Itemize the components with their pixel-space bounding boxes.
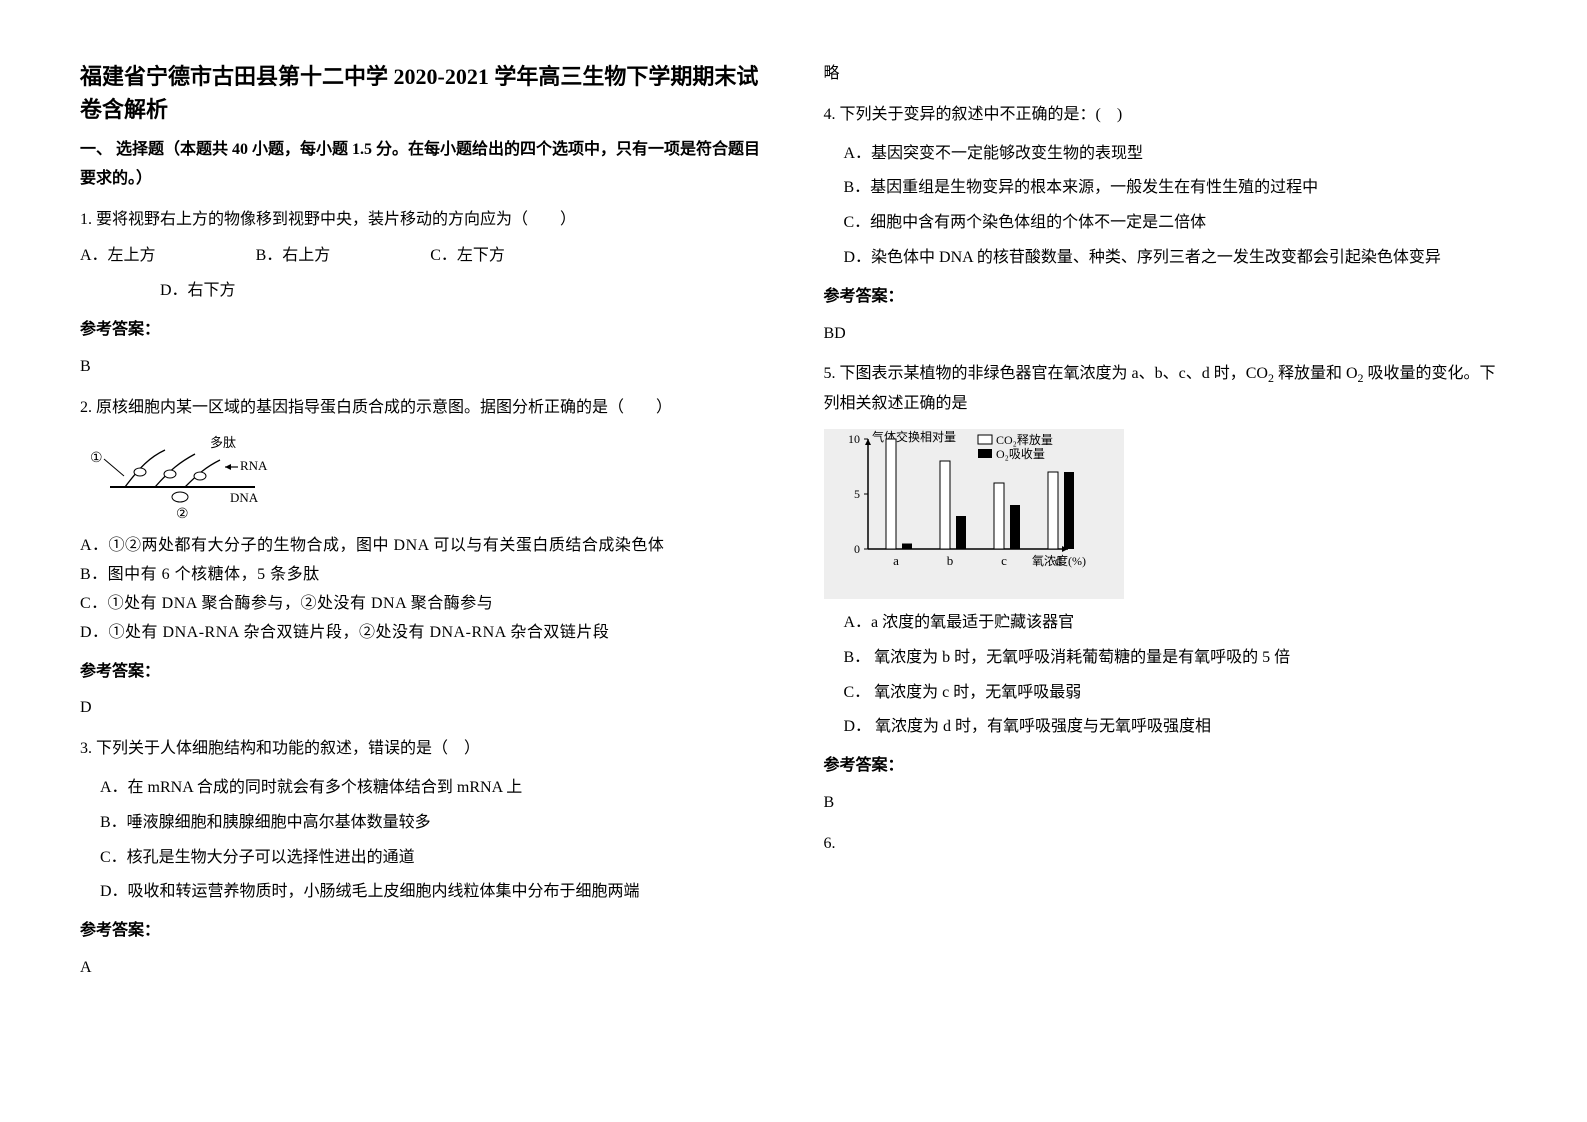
q2-fig-num2: ② xyxy=(176,507,189,522)
q4-opt-c: C．细胞中含有两个染色体组的个体不一定是二倍体 xyxy=(844,209,1508,238)
q2-fig-curve1 xyxy=(125,450,165,487)
q4-opt-b: B．基因重组是生物变异的根本来源，一般发生在有性生殖的过程中 xyxy=(844,174,1508,203)
q2-fig-curve2 xyxy=(155,454,195,487)
q1-answer: B xyxy=(80,353,764,382)
q5-answer-label: 参考答案： xyxy=(824,752,1508,781)
page-root: 福建省宁德市古田县第十二中学 2020-2021 学年高三生物下学期期末试卷含解… xyxy=(80,60,1507,991)
q4-stem: 4. 下列关于变异的叙述中不正确的是：( ) xyxy=(824,101,1508,130)
q5-options: A．a 浓度的氧最适于贮藏该器官 B． 氧浓度为 b 时，无氧呼吸消耗葡萄糖的量… xyxy=(844,609,1508,742)
q3-options: A．在 mRNA 合成的同时就会有多个核糖体结合到 mRNA 上 B．唾液腺细胞… xyxy=(100,774,764,907)
q2-opt-d: D．①处有 DNA-RNA 杂合双链片段，②处没有 DNA-RNA 杂合双链片段 xyxy=(80,619,764,648)
q2-opt-c: C．①处有 DNA 聚合酶参与，②处没有 DNA 聚合酶参与 xyxy=(80,590,764,619)
q1-opt-d: D．右下方 xyxy=(160,277,236,306)
q5-stem-b: 释放量和 O xyxy=(1274,365,1358,382)
q3-answer: A xyxy=(80,954,764,983)
q5-stem: 5. 下图表示某植物的非绿色器官在氧浓度为 a、b、c、d 时，CO2 释放量和… xyxy=(824,360,1508,419)
q3-opt-d: D．吸收和转运营养物质时，小肠绒毛上皮细胞内线粒体集中分布于细胞两端 xyxy=(100,878,764,907)
svg-text:5: 5 xyxy=(854,487,860,501)
right-column: 略 4. 下列关于变异的叙述中不正确的是：( ) A．基因突变不一定能够改变生物… xyxy=(824,60,1508,991)
q5-stem-a: 5. 下图表示某植物的非绿色器官在氧浓度为 a、b、c、d 时，CO xyxy=(824,365,1268,382)
svg-text:CO₂释放量: CO₂释放量 xyxy=(996,432,1053,447)
q2-fig-leader1 xyxy=(104,459,124,476)
q4-answer-label: 参考答案： xyxy=(824,283,1508,312)
q4-opt-d: D．染色体中 DNA 的核苷酸数量、种类、序列三者之一发生改变都会引起染色体变异 xyxy=(844,244,1508,273)
q3-opt-c: C．核孔是生物大分子可以选择性进出的通道 xyxy=(100,844,764,873)
q5-opt-d: D． 氧浓度为 d 时，有氧呼吸强度与无氧呼吸强度相 xyxy=(844,713,1508,742)
document-title: 福建省宁德市古田县第十二中学 2020-2021 学年高三生物下学期期末试卷含解… xyxy=(80,60,764,126)
q1-opt-c: C．左下方 xyxy=(430,242,505,271)
q5-opt-b: B． 氧浓度为 b 时，无氧呼吸消耗葡萄糖的量是有氧呼吸的 5 倍 xyxy=(844,644,1508,673)
q5-opt-a: A．a 浓度的氧最适于贮藏该器官 xyxy=(844,609,1508,638)
q5-answer: B xyxy=(824,789,1508,818)
q3-stem: 3. 下列关于人体细胞结构和功能的叙述，错误的是（ ） xyxy=(80,735,764,764)
q2-stem: 2. 原核细胞内某一区域的基因指导蛋白质合成的示意图。据图分析正确的是（ ） xyxy=(80,394,764,423)
svg-text:0: 0 xyxy=(854,542,860,556)
svg-text:气体交换相对量: 气体交换相对量 xyxy=(872,429,956,444)
q4-answer: BD xyxy=(824,320,1508,349)
q2-figure: ① 多肽 RNA DNA ② xyxy=(80,432,764,522)
left-column: 福建省宁德市古田县第十二中学 2020-2021 学年高三生物下学期期末试卷含解… xyxy=(80,60,764,991)
q2-answer-label: 参考答案： xyxy=(80,658,764,687)
q2-fig-bubble xyxy=(172,492,188,502)
q3-answer-label: 参考答案： xyxy=(80,917,764,946)
q2-fig-ribosome xyxy=(194,472,206,480)
q4-options: A．基因突变不一定能够改变生物的表现型 B．基因重组是生物变异的根本来源，一般发… xyxy=(844,140,1508,273)
q5-chart: 0510气体交换相对量CO₂释放量O₂吸收量abcd氧浓度(%) xyxy=(824,429,1508,599)
svg-text:b: b xyxy=(946,553,953,568)
q1-stem: 1. 要将视野右上方的物像移到视野中央，装片移动的方向应为（ ） xyxy=(80,206,764,235)
q6-stem: 6. xyxy=(824,830,1508,859)
q5-opt-c: C． 氧浓度为 c 时，无氧呼吸最弱 xyxy=(844,679,1508,708)
svg-text:c: c xyxy=(1001,553,1007,568)
q1-options-row2: D．右下方 xyxy=(80,277,764,306)
section-1-header: 一、 选择题（本题共 40 小题，每小题 1.5 分。在每小题给出的四个选项中，… xyxy=(80,136,764,194)
q1-options-row1: A．左上方 B．右上方 C．左下方 xyxy=(80,242,764,271)
q4-opt-a: A．基因突变不一定能够改变生物的表现型 xyxy=(844,140,1508,169)
q3-opt-b: B．唾液腺细胞和胰腺细胞中高尔基体数量较多 xyxy=(100,809,764,838)
svg-text:氧浓度(%): 氧浓度(%) xyxy=(1032,553,1086,568)
q1-answer-label: 参考答案： xyxy=(80,316,764,345)
q2-fig-ribosome xyxy=(164,470,176,478)
q5-chart-svg: 0510气体交换相对量CO₂释放量O₂吸收量abcd氧浓度(%) xyxy=(824,429,1124,599)
q2-fig-peptide: 多肽 xyxy=(210,435,236,450)
svg-text:O₂吸收量: O₂吸收量 xyxy=(996,447,1045,461)
svg-text:a: a xyxy=(893,553,899,568)
q2-diagram-svg: ① 多肽 RNA DNA ② xyxy=(80,432,280,522)
q2-fig-rna: RNA xyxy=(240,458,268,473)
q2-opt-b: B．图中有 6 个核糖体，5 条多肽 xyxy=(80,561,764,590)
brief-text: 略 xyxy=(824,60,1508,89)
q3-opt-a: A．在 mRNA 合成的同时就会有多个核糖体结合到 mRNA 上 xyxy=(100,774,764,803)
q2-answer: D xyxy=(80,694,764,723)
q2-fig-dna: DNA xyxy=(230,490,259,505)
q2-fig-num1: ① xyxy=(90,451,103,466)
q2-fig-ribosome xyxy=(134,468,146,476)
q1-opt-a: A．左上方 xyxy=(80,242,156,271)
q2-opt-a: A．①②两处都有大分子的生物合成，图中 DNA 可以与有关蛋白质结合成染色体 xyxy=(80,532,764,561)
q1-opt-b: B．右上方 xyxy=(256,242,331,271)
svg-text:10: 10 xyxy=(848,432,860,446)
q2-fig-rna-arrow xyxy=(225,464,231,470)
